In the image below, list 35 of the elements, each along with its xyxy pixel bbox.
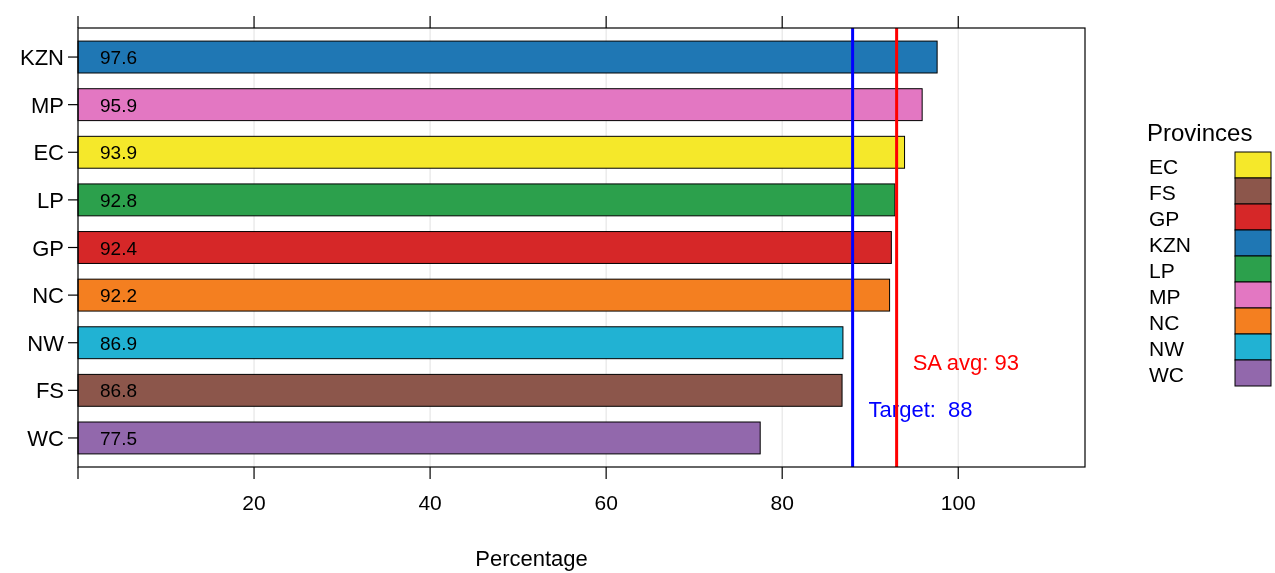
ref-line-label: SA avg: 93 (912, 350, 1020, 375)
x-tick-label: 20 (242, 491, 266, 514)
category-label: NW (1149, 337, 1184, 360)
data-label: 95.9 (100, 94, 137, 116)
category-label: GP (1149, 207, 1180, 230)
y-tick-label: MP (31, 92, 64, 118)
data-label: 92.8 (100, 189, 137, 211)
category-label: WC (1149, 363, 1184, 386)
x-tick-label: 80 (770, 491, 794, 514)
x-axis-title: Percentage (475, 546, 588, 571)
y-tick-label: LP (37, 187, 64, 213)
y-tick-label: NC (32, 283, 65, 309)
y-tick-label: NW (27, 330, 65, 356)
y-tick-label: EC (33, 140, 65, 166)
y-tick-label: KZN (20, 45, 64, 71)
category-label: FS (1149, 181, 1176, 204)
data-label: 92.4 (100, 237, 138, 259)
legend-title: Provinces (1147, 119, 1253, 146)
y-tick-label: GP (32, 235, 64, 261)
data-label: 97.6 (100, 47, 137, 69)
category-label: EC (1149, 155, 1179, 178)
x-tick-label: 40 (418, 491, 442, 514)
x-tick-label: 100 (940, 491, 976, 514)
data-label: 86.8 (100, 380, 137, 402)
data-label: 92.2 (100, 285, 137, 307)
x-tick-label: 60 (594, 491, 618, 514)
y-tick-label: WC (27, 425, 65, 451)
category-label: KZN (1149, 233, 1191, 256)
data-label: 93.9 (100, 142, 137, 164)
category-label: MP (1149, 285, 1181, 308)
data-label: 86.9 (100, 332, 137, 354)
data-label: 77.5 (100, 427, 137, 449)
category-label: NC (1149, 311, 1180, 334)
y-tick-label: FS (35, 378, 64, 404)
category-label: LP (1149, 259, 1175, 282)
